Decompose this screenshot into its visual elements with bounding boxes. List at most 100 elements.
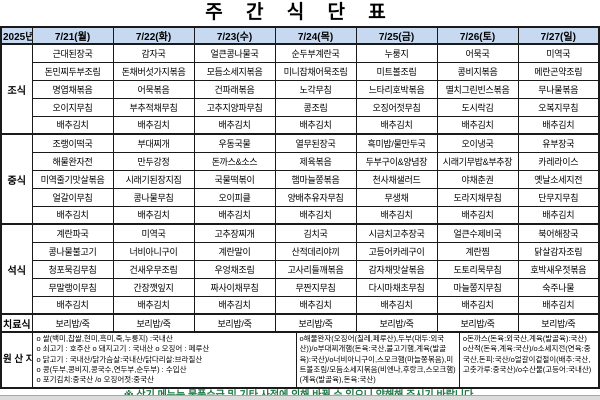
year-cell: 2025년 <box>0 26 33 45</box>
menu-cell: 얼큰수제비국 <box>436 223 519 243</box>
menu-cell: 멸치그린빈스볶음 <box>436 79 519 99</box>
menu-cell: 부대찌개 <box>112 133 195 153</box>
menu-cell: 양배추유자무침 <box>274 187 357 207</box>
menu-cell: 얼큰콩나물국 <box>193 43 276 63</box>
footer-note: ※ 상기 메뉴는 물품수급 및 기타 사정에 의해 바뀔 수 있으니 양해해 주… <box>0 389 600 400</box>
menu-cell: 배추김치 <box>436 205 519 225</box>
day-header: 7/27(일) <box>517 26 600 45</box>
origin-row: 원 산 지 표 시 o 쌀(백미,찹쌀,현미,흑미,죽,누룽지) :국내산 o … <box>0 331 600 389</box>
menu-cell: 배추김치 <box>112 205 195 225</box>
section-label-lunch: 중식 <box>0 133 33 225</box>
menu-cell: 배추김치 <box>355 205 438 225</box>
menu-cell: 닭살감자조림 <box>517 241 600 261</box>
menu-cell: 무생채 <box>355 187 438 207</box>
bottom-strip <box>0 395 600 400</box>
menu-cell: 햄마늘쫑볶음 <box>274 169 357 189</box>
menu-cell: 산적데리야끼 <box>274 241 357 261</box>
lunch-row: 중식 조랭이떡국 부대찌개 우동국물 열무된장국 흑미밥/물만두국 오이냉국 유부장국 <box>0 133 600 225</box>
menu-cell: 미역줄기맛살볶음 <box>31 169 114 189</box>
menu-cell: 돈까스&소스 <box>193 151 276 171</box>
menu-cell: 보리밥/죽 <box>112 313 195 333</box>
menu-cell: 국물떡볶이 <box>193 169 276 189</box>
menu-cell: 보리밥/죽 <box>355 313 438 333</box>
menu-cell: 옛날소세지전 <box>517 169 600 189</box>
menu-cell: 돈민찌두부조림 <box>31 61 114 81</box>
section-label-dinner: 석식 <box>0 223 33 315</box>
menu-cell: 배추김치 <box>193 115 276 135</box>
date-header-row: 2025년 7/21(월) 7/22(화) 7/23(수) 7/24(목) 7/25(금… <box>0 26 600 45</box>
menu-cell: 유부장국 <box>517 133 600 153</box>
menu-cell: 조랭이떡국 <box>31 133 114 153</box>
menu-cell: 북어해장국 <box>517 223 600 243</box>
menu-cell: 짜사이채무침 <box>193 277 276 297</box>
menu-cell: 근대된장국 <box>31 43 114 63</box>
meal-plan-table: 2025년 7/21(월) 7/22(화) 7/23(수) 7/24(목) 7/25(금… <box>0 26 600 389</box>
day-header: 7/21(월) <box>31 26 114 45</box>
menu-cell: 미역국 <box>112 223 195 243</box>
menu-cell: 배추김치 <box>355 295 438 315</box>
menu-cell: 시래기무밥&부추장 <box>436 151 519 171</box>
origin-text-processed-foods: o해물완자(오징어(칠레,페루산),두부(대두:외국산))/o부대찌개햄(돈육:… <box>295 333 459 387</box>
menu-cell: 콩비지볶음 <box>436 61 519 81</box>
menu-cell: 간장깻잎지 <box>112 277 195 297</box>
lunch-row: 미역줄기맛살볶음 시래기된장지짐 국물떡볶이 햄마늘쫑볶음 천사채샐러드 야채춘권 옛날소세… <box>1 169 600 189</box>
menu-cell: 호박새우젓볶음 <box>517 259 600 279</box>
menu-cell: 우동국물 <box>193 133 276 153</box>
menu-cell: 콩조림 <box>274 97 357 117</box>
dinner-row: 청포묵김무침 건새우무조림 우엉채조림 고사리들깨볶음 감자채맛살볶음 도토리묵무침 호박새… <box>1 259 600 279</box>
menu-cell: 배추김치 <box>436 115 519 135</box>
page-title: 주 간 식 단 표 <box>205 2 395 23</box>
menu-cell: 오징어젓무침 <box>355 97 438 117</box>
menu-cell: 건파래볶음 <box>193 79 276 99</box>
menu-cell: 무짠지무침 <box>274 277 357 297</box>
menu-cell: 순두부계란국 <box>274 43 357 63</box>
menu-cell: 누룽지 <box>355 43 438 63</box>
menu-cell: 미트볼조림 <box>355 61 438 81</box>
menu-cell: 오이냉국 <box>436 133 519 153</box>
breakfast-row: 명엽채볶음 어묵볶음 건파래볶음 노각무침 느타리호박볶음 멸치그린빈스볶음 무나물볶음 <box>1 79 600 99</box>
menu-cell: 숙주나물 <box>517 277 600 297</box>
menu-cell: 메란곤약조림 <box>517 61 600 81</box>
menu-cell: 배추김치 <box>31 295 114 315</box>
menu-cell: 모듬소세지볶음 <box>193 61 276 81</box>
menu-cell: 배추김치 <box>517 115 600 135</box>
day-header: 7/26(토) <box>436 26 519 45</box>
menu-cell: 김치국 <box>274 223 357 243</box>
menu-cell: 계란말이 <box>193 241 276 261</box>
menu-cell: 보리밥/죽 <box>436 313 519 333</box>
day-header: 7/22(화) <box>112 26 195 45</box>
origin-info-cell: o 쌀(백미,찹쌀,현미,흑미,죽,누룽지) :국내산 o 쇠고기 : 호주산 … <box>31 331 600 389</box>
menu-cell: 계란파국 <box>31 223 114 243</box>
breakfast-row: 배추김치 배추김치 배추김치 배추김치 배추김치 배추김치 배추김치 <box>1 115 600 135</box>
origin-text-etc: o돈까스(돈육:외국산,계육(발골육):국산) o산적(돈육,계육:국산)/o소… <box>458 333 597 387</box>
menu-cell: 도토리묵무침 <box>436 259 519 279</box>
menu-cell: 감자채맛살볶음 <box>355 259 438 279</box>
menu-cell: 너비아니구이 <box>112 241 195 261</box>
menu-cell: 다시마채초무침 <box>355 277 438 297</box>
origin-text-basic-ingredients: o 쌀(백미,찹쌀,현미,흑미,죽,누룽지) :국내산 o 쇠고기 : 호주산 … <box>36 334 210 385</box>
dinner-row: 콩나물불고기 너비아니구이 계란말이 산적데리야끼 고등어카레구이 계란찜 닭살감자조림 <box>1 241 600 261</box>
menu-cell: 고추장찌개 <box>193 223 276 243</box>
menu-cell: 배추김치 <box>31 115 114 135</box>
menu-cell: 어묵볶음 <box>112 79 195 99</box>
menu-cell: 배추김치 <box>193 295 276 315</box>
menu-cell: 보리밥/죽 <box>31 313 114 333</box>
menu-cell: 미역국 <box>517 43 600 63</box>
menu-cell: 우엉채조림 <box>193 259 276 279</box>
menu-cell: 도라지채무침 <box>436 187 519 207</box>
menu-cell: 고추지양파무침 <box>193 97 276 117</box>
menu-cell: 느타리호박볶음 <box>355 79 438 99</box>
menu-cell: 무말랭이무침 <box>31 277 114 297</box>
menu-cell: 마늘쫑지무침 <box>436 277 519 297</box>
menu-cell: 돈채버섯가지볶음 <box>112 61 195 81</box>
menu-cell: 배추김치 <box>274 115 357 135</box>
menu-cell: 카레라이스 <box>517 151 600 171</box>
menu-cell: 배추김치 <box>436 295 519 315</box>
menu-cell: 두부구이&양념장 <box>355 151 438 171</box>
menu-cell: 노각무침 <box>274 79 357 99</box>
menu-cell: 만두강정 <box>112 151 195 171</box>
menu-cell: 천사채샐러드 <box>355 169 438 189</box>
day-header: 7/24(목) <box>274 26 357 45</box>
section-label-breakfast: 조식 <box>0 43 33 135</box>
